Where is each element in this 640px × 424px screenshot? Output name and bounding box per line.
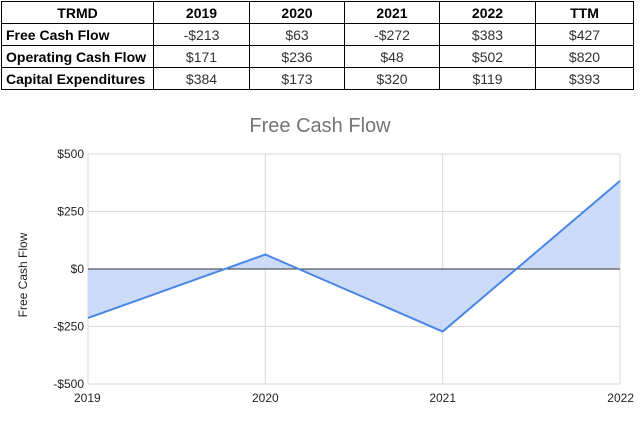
cell[interactable]: $820 [535, 45, 634, 68]
cell[interactable]: -$213 [153, 23, 250, 46]
cell[interactable]: $63 [249, 23, 345, 46]
row-label[interactable]: Capital Expenditures [1, 67, 154, 90]
row-label[interactable]: Operating Cash Flow [1, 45, 154, 68]
chart-title: Free Cash Flow [249, 115, 391, 137]
free-cash-flow-chart[interactable]: $500 $250 $0 -$250 -$500 2019 2020 2021 2022 Fr… [0, 100, 640, 424]
cell[interactable]: $48 [344, 45, 440, 68]
cell[interactable]: $320 [344, 67, 440, 90]
series-line [87, 180, 621, 333]
area-fill [88, 180, 620, 332]
y-axis-ticks: $500 $250 $0 -$250 -$500 [53, 147, 84, 391]
data-point-2022[interactable] [617, 178, 623, 184]
table-row: Capital Expenditures $384 $173 $320 $119… [1, 67, 634, 90]
cell[interactable]: $171 [153, 45, 250, 68]
data-point-2020[interactable] [262, 252, 268, 258]
x-tick-label: 2020 [252, 391, 279, 405]
x-tick-label: 2022 [607, 391, 634, 405]
cell[interactable]: $384 [153, 67, 250, 90]
header-2019[interactable]: 2019 [153, 1, 250, 24]
data-point-2019[interactable] [85, 315, 91, 321]
header-ticker[interactable]: TRMD [1, 1, 154, 24]
table-header-row: TRMD 2019 2020 2021 2022 TTM [1, 1, 634, 24]
header-ttm[interactable]: TTM [535, 1, 634, 24]
cell[interactable]: -$272 [344, 23, 440, 46]
cell[interactable]: $502 [439, 45, 536, 68]
cell[interactable]: $393 [535, 67, 634, 90]
row-label[interactable]: Free Cash Flow [1, 23, 154, 46]
cell[interactable]: $173 [249, 67, 345, 90]
y-tick-label: -$500 [53, 377, 84, 391]
cell[interactable]: $383 [439, 23, 536, 46]
header-2020[interactable]: 2020 [249, 1, 345, 24]
y-tick-label: -$250 [53, 320, 84, 334]
table-row: Operating Cash Flow $171 $236 $48 $502 $… [1, 45, 634, 68]
data-point-2021[interactable] [440, 329, 446, 335]
cell[interactable]: $119 [439, 67, 536, 90]
cell[interactable]: $427 [535, 23, 634, 46]
x-axis-ticks: 2019 2020 2021 2022 [74, 391, 634, 405]
x-tick-label: 2019 [74, 391, 101, 405]
cell[interactable]: $236 [249, 45, 345, 68]
header-2022[interactable]: 2022 [439, 1, 536, 24]
financials-table: TRMD 2019 2020 2021 2022 TTM Free Cash F… [1, 1, 634, 90]
table-row: Free Cash Flow -$213 $63 -$272 $383 $427 [1, 23, 634, 46]
y-tick-label: $250 [57, 205, 84, 219]
x-tick-label: 2021 [429, 391, 456, 405]
y-tick-label: $500 [57, 147, 84, 161]
y-axis-label: Free Cash Flow [16, 232, 30, 317]
y-tick-label: $0 [71, 262, 85, 276]
header-2021[interactable]: 2021 [344, 1, 440, 24]
